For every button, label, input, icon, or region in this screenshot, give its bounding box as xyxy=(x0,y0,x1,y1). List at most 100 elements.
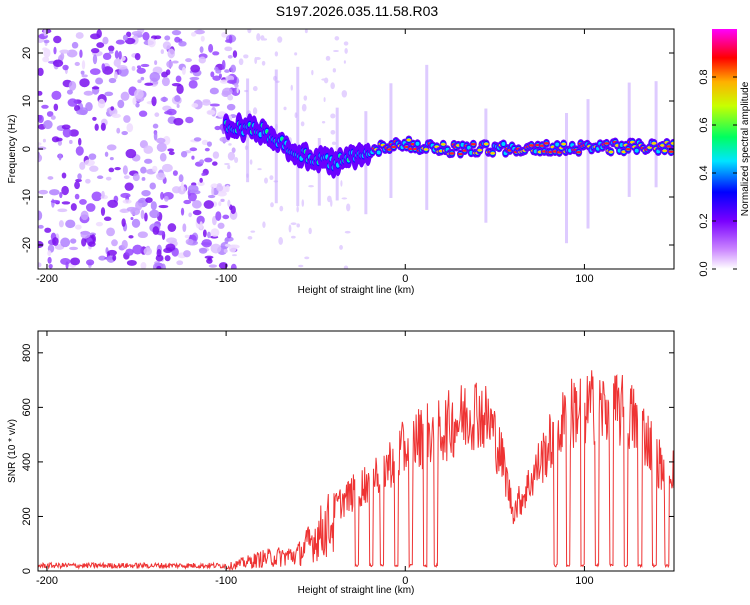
noise-cell xyxy=(254,57,261,60)
noise-cell xyxy=(201,100,211,106)
noise-cell xyxy=(180,207,185,216)
streak-cell xyxy=(425,64,429,210)
streak-cell xyxy=(586,99,590,229)
noise-cell xyxy=(193,137,202,142)
noise-cell xyxy=(102,36,109,45)
noise-cell xyxy=(70,238,77,244)
noise-cell xyxy=(46,111,54,117)
noise-cell xyxy=(108,50,114,54)
noise-cell xyxy=(59,191,63,199)
noise-cell xyxy=(145,197,153,203)
noise-cell xyxy=(330,113,336,119)
noise-cell xyxy=(247,236,253,240)
noise-cell xyxy=(344,230,351,234)
noise-cell xyxy=(106,144,117,151)
noise-cell xyxy=(227,151,236,161)
signal-cell xyxy=(415,141,420,146)
snr-series-line xyxy=(38,370,674,571)
noise-cell xyxy=(81,74,88,78)
noise-cell xyxy=(199,46,204,54)
noise-cell xyxy=(341,197,348,200)
noise-cell xyxy=(111,113,121,119)
signal-peak-cell xyxy=(423,148,429,151)
noise-cell xyxy=(121,130,128,136)
signal-peak-cell xyxy=(490,151,496,155)
noise-cell xyxy=(212,151,220,159)
noise-cell xyxy=(149,182,156,190)
noise-cell xyxy=(81,60,86,70)
noise-cell xyxy=(91,86,100,90)
noise-cell xyxy=(206,109,216,116)
noise-cell xyxy=(96,42,105,48)
noise-cell xyxy=(130,216,134,221)
noise-cell xyxy=(221,59,226,70)
noise-cell xyxy=(211,186,215,197)
y-tick-label: -10 xyxy=(21,189,33,205)
noise-cell xyxy=(158,204,169,209)
signal-peak-cell xyxy=(406,138,412,142)
noise-cell xyxy=(256,33,261,41)
signal-peak-cell xyxy=(670,142,674,145)
noise-cell xyxy=(108,45,115,52)
noise-cell xyxy=(59,49,70,54)
noise-cell xyxy=(232,50,238,58)
noise-cell xyxy=(149,71,161,82)
noise-cell xyxy=(121,218,126,227)
noise-cell xyxy=(38,224,44,229)
noise-cell xyxy=(212,51,220,56)
noise-cell xyxy=(38,240,44,249)
noise-cell xyxy=(147,38,156,48)
noise-cell xyxy=(52,59,64,68)
noise-cell xyxy=(199,221,203,230)
noise-cell xyxy=(114,167,121,171)
noise-cell xyxy=(159,152,167,162)
noise-cell xyxy=(134,52,141,61)
noise-cell xyxy=(224,69,230,73)
noise-cell xyxy=(227,164,231,170)
signal-peak-cell xyxy=(265,129,269,134)
streak-cell xyxy=(565,113,569,244)
signal-cell xyxy=(634,148,639,153)
noise-cell xyxy=(162,41,172,50)
noise-cell xyxy=(53,103,59,111)
noise-cell xyxy=(143,145,154,154)
noise-cell xyxy=(225,184,230,193)
noise-cell xyxy=(52,237,59,246)
noise-cell xyxy=(80,230,91,239)
noise-cell xyxy=(116,127,121,134)
noise-cell xyxy=(334,36,340,41)
x-tick-label: 0 xyxy=(402,273,408,285)
noise-cell xyxy=(42,56,50,63)
y-tick-label: 800 xyxy=(21,344,33,362)
noise-cell xyxy=(224,46,233,52)
noise-cell xyxy=(277,36,283,43)
noise-cell xyxy=(77,173,82,180)
noise-cell xyxy=(164,35,171,41)
noise-cell xyxy=(226,103,236,111)
noise-cell xyxy=(76,109,88,115)
noise-cell xyxy=(330,199,333,207)
noise-cell xyxy=(171,60,179,64)
noise-cell xyxy=(117,65,128,70)
noise-cell xyxy=(83,90,94,96)
noise-cell xyxy=(123,115,131,123)
noise-cell xyxy=(140,262,147,269)
noise-cell xyxy=(100,122,106,131)
noise-cell xyxy=(279,205,284,212)
y-tick-label: -20 xyxy=(21,237,33,253)
noise-cell xyxy=(69,246,79,251)
noise-cell xyxy=(201,239,212,248)
signal-peak-cell xyxy=(608,150,614,154)
noise-cell xyxy=(91,191,102,202)
noise-cell xyxy=(154,35,162,40)
noise-cell xyxy=(243,54,249,59)
noise-cell xyxy=(58,153,62,161)
streak-cell xyxy=(654,81,658,188)
noise-cell xyxy=(92,116,97,121)
noise-cell xyxy=(174,95,181,102)
x-tick-label: 0 xyxy=(402,575,408,587)
noise-cell xyxy=(188,212,192,218)
noise-cell xyxy=(43,119,53,130)
noise-cell xyxy=(143,247,153,256)
noise-cell xyxy=(160,96,169,102)
